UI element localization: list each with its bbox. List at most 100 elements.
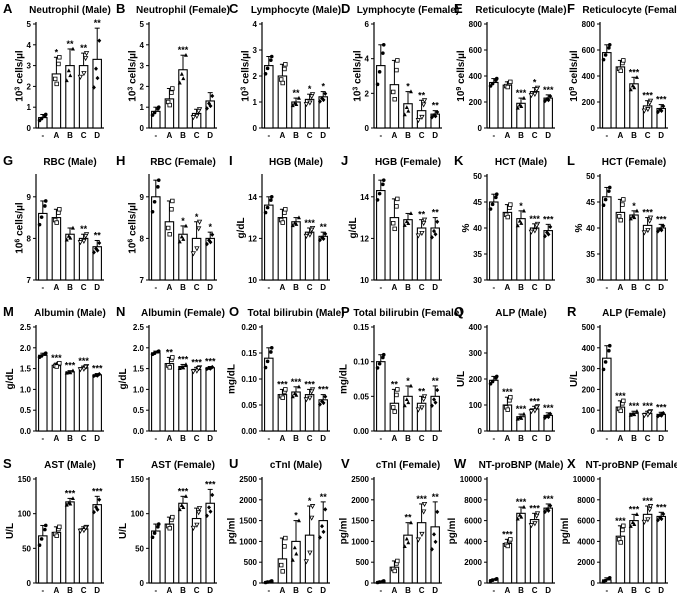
data-point (317, 534, 322, 540)
y-tick-label: 1.5 (20, 365, 32, 374)
data-point (607, 348, 611, 353)
x-tick-label: B (180, 283, 186, 292)
x-tick-label: B (518, 586, 524, 595)
y-tick-label: 0.20 (241, 323, 257, 332)
x-tick-label: B (631, 131, 637, 140)
data-point (618, 539, 623, 545)
data-point (317, 402, 322, 407)
data-point (621, 523, 626, 528)
data-point (83, 233, 89, 239)
x-tick-label: D (433, 586, 439, 595)
data-point (409, 210, 414, 215)
data-point (296, 214, 301, 219)
chart-svg-o: O Total bilirubin (Male) 0.00 0.05 0.10 0.15 0… (226, 304, 344, 443)
data-point (263, 210, 267, 214)
bar (191, 517, 202, 584)
data-point (169, 514, 175, 519)
chart-svg-d: D Lymphocyte (Female) 0 2 4 6 103 cells/µl - A * B… (341, 1, 459, 140)
y-tick-label: 2000 (577, 558, 595, 567)
data-point (293, 102, 298, 106)
y-tick-label: 800 (582, 20, 596, 29)
y-tick-label: 1500 (352, 516, 370, 525)
data-point (290, 222, 295, 227)
significance-label: ** (432, 101, 440, 111)
significance-label: ** (432, 207, 440, 217)
bar (642, 513, 653, 584)
y-tick-label: 10 (360, 276, 369, 285)
data-point (522, 504, 527, 509)
x-tick-label: A (279, 434, 285, 443)
y-tick-label: 0.5 (20, 406, 32, 415)
significance-label: *** (51, 353, 62, 363)
y-tick-label: 2.5 (133, 323, 145, 332)
data-point (321, 236, 326, 241)
y-tick-label: 200 (469, 98, 483, 107)
significance-label: *** (629, 401, 640, 411)
y-tick-label: 7 (139, 276, 144, 285)
chart-title: Neutrophil (Male) (29, 5, 111, 16)
data-point (167, 231, 172, 236)
data-point (645, 227, 651, 233)
data-point (508, 201, 513, 207)
x-tick-label: D (207, 283, 213, 292)
data-point (167, 102, 172, 108)
chart-title: HGB (Female) (375, 157, 441, 168)
y-tick-label: 4000 (577, 537, 595, 546)
x-tick-label: C (419, 586, 425, 595)
data-point (91, 85, 96, 90)
data-point (435, 219, 440, 224)
data-point (282, 206, 288, 211)
significance-label: ** (166, 347, 174, 357)
significance-label: *** (65, 361, 76, 371)
data-point (628, 216, 633, 220)
x-tick-label: - (605, 131, 608, 140)
data-point (419, 114, 425, 120)
significance-label: *** (642, 207, 653, 217)
significance-label: *** (178, 354, 189, 364)
x-tick-label: - (380, 283, 383, 292)
chart-svg-k: K HCT (Male) 30 35 40 45 50% - A * B *** C *** D (454, 153, 556, 292)
data-point (308, 515, 314, 521)
data-point (156, 177, 161, 182)
data-point (208, 103, 213, 109)
data-point (528, 229, 535, 235)
data-point (432, 228, 437, 233)
y-tick-label: 30 (473, 276, 482, 285)
data-point (306, 100, 313, 106)
bar (502, 84, 513, 129)
y-tick-label: 50 (586, 172, 595, 181)
data-point (322, 394, 327, 399)
y-tick-label: 2.0 (133, 344, 145, 353)
data-point (278, 77, 284, 82)
data-point (645, 107, 651, 113)
data-point (97, 38, 102, 43)
y-axis-label: g/dL (235, 217, 246, 238)
data-point (630, 83, 635, 88)
significance-label: *** (530, 396, 541, 406)
y-tick-label: 1.0 (133, 385, 145, 394)
y-tick-label: 0 (139, 124, 144, 133)
y-tick-label: 1000 (352, 537, 370, 546)
panel-letter: G (3, 153, 13, 168)
significance-label: *** (543, 214, 554, 224)
y-tick-label: 0 (591, 124, 596, 133)
data-point (169, 355, 175, 360)
chart-panel-a: A Neutrophil (Male) 0 1 2 3 4 5 103 cells/µl - * A *… (0, 0, 112, 151)
data-point (303, 558, 309, 564)
panel-letter: N (116, 304, 125, 319)
data-point (282, 387, 288, 392)
significance-label: ** (319, 222, 327, 232)
x-tick-label: D (320, 283, 326, 292)
x-tick-label: B (631, 283, 637, 292)
data-point (181, 504, 186, 509)
data-point (508, 536, 513, 542)
data-point (54, 81, 59, 87)
significance-label: *** (304, 379, 315, 389)
x-tick-label: A (505, 283, 511, 292)
bar (516, 512, 526, 584)
y-tick-label: 3 (139, 62, 144, 71)
data-point (394, 67, 400, 73)
data-point (152, 110, 157, 115)
